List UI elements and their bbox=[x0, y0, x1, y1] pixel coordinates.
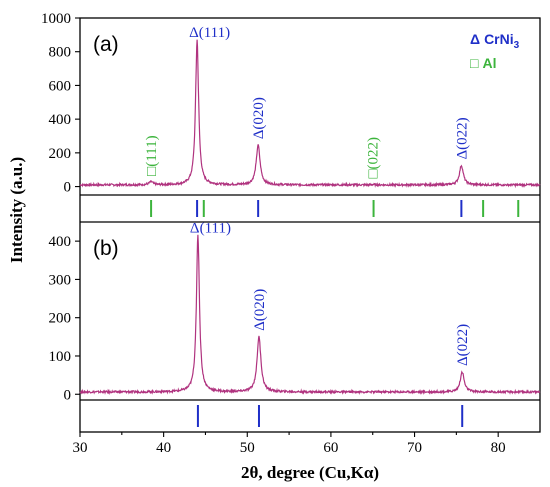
panel-b-label: (b) bbox=[93, 237, 119, 260]
x-tick-label: 50 bbox=[240, 440, 255, 456]
panel-b-y-tick-label: 400 bbox=[49, 234, 72, 250]
x-axis-title: 2θ, degree (Cu,Kα) bbox=[241, 463, 379, 482]
panel-a-y-tick-label: 800 bbox=[49, 45, 72, 61]
panel-a-y-tick-label: 0 bbox=[64, 180, 72, 196]
x-tick-label: 30 bbox=[73, 440, 88, 456]
panel-a-peak-label: Δ(022) bbox=[454, 117, 470, 159]
panel-a-label: (a) bbox=[93, 33, 119, 56]
legend-subscript: 3 bbox=[514, 40, 520, 51]
legend-label: CrNi bbox=[484, 31, 514, 47]
panel-b-y-tick-label: 0 bbox=[64, 387, 72, 403]
panel-b-peak-label: Δ(022) bbox=[455, 324, 471, 366]
plot-frame bbox=[79, 17, 541, 433]
panel-b-y-tick-label: 100 bbox=[49, 349, 72, 365]
panel-b-peak-label: Δ(020) bbox=[252, 289, 268, 331]
plot-area: 30 40 50 60 70 8002004006008001000□(111)Δ(111… bbox=[41, 11, 541, 456]
x-tick-label: 40 bbox=[156, 440, 171, 456]
y-axis-title: Intensity (a.u.) bbox=[7, 157, 26, 263]
panel-a-peak-label: □(022) bbox=[366, 137, 382, 179]
legend-label: Al bbox=[482, 55, 496, 71]
legend-crni3: Δ CrNi3 bbox=[470, 31, 520, 51]
legend-symbol: Δ bbox=[470, 31, 480, 47]
panel-a-xrd-pattern bbox=[79, 39, 541, 189]
panel-b-y-tick-label: 200 bbox=[49, 311, 72, 327]
panel-a-peak-label: Δ(111) bbox=[189, 25, 230, 41]
legend-symbol: □ bbox=[470, 55, 479, 71]
panel-b-xrd-pattern bbox=[79, 234, 541, 396]
panel-a-y-tick-label: 400 bbox=[49, 112, 72, 128]
panel-a-peak-label: Δ(020) bbox=[251, 97, 267, 139]
x-tick-label: 70 bbox=[407, 440, 422, 456]
panel-a-y-tick-label: 1000 bbox=[41, 11, 71, 27]
panel-b-peak-label: Δ(111) bbox=[190, 220, 231, 236]
x-tick-label: 80 bbox=[491, 440, 506, 456]
panel-a-peak-label: □(111) bbox=[144, 135, 160, 175]
panel-a-y-tick-label: 200 bbox=[49, 146, 72, 162]
panel-b-y-tick-label: 300 bbox=[49, 272, 72, 288]
x-tick-label: 60 bbox=[323, 440, 338, 456]
panel-a-y-tick-label: 600 bbox=[49, 78, 72, 94]
legend-al: □ Al bbox=[470, 55, 496, 71]
